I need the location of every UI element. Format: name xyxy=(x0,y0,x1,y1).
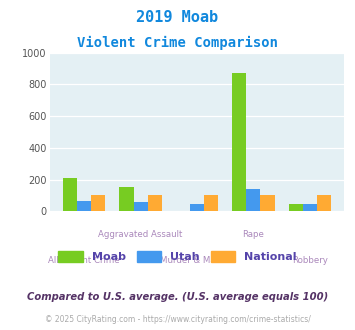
Text: Murder & Mans...: Murder & Mans... xyxy=(160,255,234,265)
Text: Violent Crime Comparison: Violent Crime Comparison xyxy=(77,36,278,50)
Text: 2019 Moab: 2019 Moab xyxy=(136,10,219,25)
Bar xyxy=(204,195,218,211)
Bar xyxy=(63,178,77,211)
Bar xyxy=(148,195,162,211)
Bar xyxy=(246,189,261,211)
Bar xyxy=(317,195,331,211)
Text: Compared to U.S. average. (U.S. average equals 100): Compared to U.S. average. (U.S. average … xyxy=(27,292,328,302)
Bar xyxy=(289,204,303,211)
Bar xyxy=(120,187,133,211)
Bar xyxy=(190,204,204,211)
Bar xyxy=(77,201,91,211)
Bar xyxy=(133,202,148,211)
Text: All Violent Crime: All Violent Crime xyxy=(48,255,120,265)
Legend: Moab, Utah, National: Moab, Utah, National xyxy=(54,247,301,267)
Text: Robbery: Robbery xyxy=(292,255,328,265)
Text: Aggravated Assault: Aggravated Assault xyxy=(98,230,183,239)
Bar xyxy=(303,204,317,211)
Text: Rape: Rape xyxy=(242,230,264,239)
Bar xyxy=(91,195,105,211)
Text: © 2025 CityRating.com - https://www.cityrating.com/crime-statistics/: © 2025 CityRating.com - https://www.city… xyxy=(45,315,310,324)
Bar xyxy=(232,73,246,211)
Bar xyxy=(261,195,274,211)
